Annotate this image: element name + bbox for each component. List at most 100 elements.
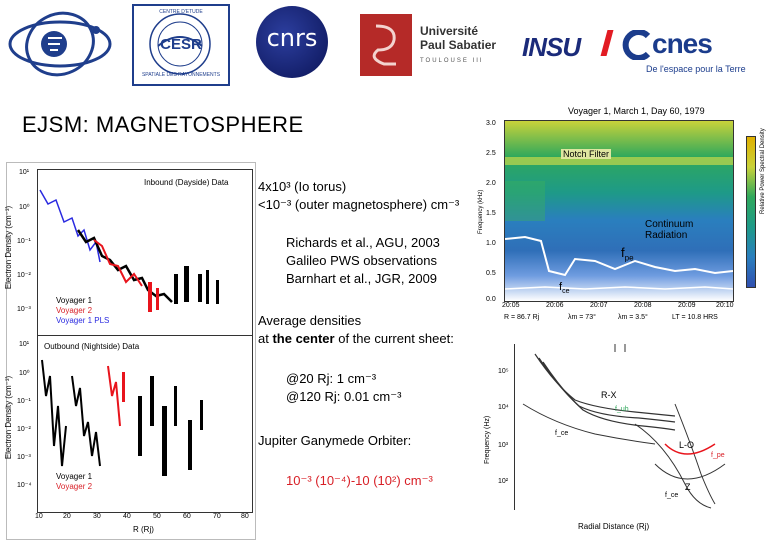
outbound-title: Outbound (Nightside) Data (44, 342, 140, 351)
density-20rj: @20 Rj: 1 cm⁻³ (286, 371, 377, 386)
legend-voyager2-top: Voyager 2 (56, 306, 93, 315)
spec-ytick-0: 3.0 (486, 120, 496, 127)
spec-xtick-2: 20:07 (590, 302, 608, 309)
density-120rj: @120 Rj: 0.01 cm⁻³ (286, 389, 402, 404)
ytick-top-4: 10⁻³ (17, 306, 31, 313)
wave-ytick-1: 10⁴ (498, 404, 509, 411)
cesr-ring-top: CENTRE D'ETUDE (159, 9, 203, 15)
logo-bar: CENTRE D'ETUDE CESR SPATIALE DES RAYONNE… (0, 0, 780, 92)
spectrogram-panel: Voyager 1, March 1, Day 60, 1979 Notch F… (478, 104, 778, 330)
cesr-text: CESR (160, 36, 202, 53)
continuum-label: Continuum Radiation (645, 219, 694, 241)
ytick-top-3: 10⁻² (17, 272, 31, 279)
fce-wave-label: f_ce (555, 430, 569, 437)
fce2-label: f_ce (665, 492, 679, 499)
ytick-top-1: 10⁰ (19, 204, 30, 211)
wave-ytick-0: 10⁵ (498, 368, 509, 375)
ytick-bottom-0: 10¹ (19, 341, 30, 348)
wave-ytick-2: 10³ (498, 442, 509, 449)
fce-sub: ce (562, 288, 570, 296)
rx-label: R-X (601, 390, 617, 400)
spectrogram-image: Notch Filter Continuum Radiation fpe fce (504, 120, 734, 302)
xtick-2: 30 (93, 513, 101, 520)
insu-logo: INSU (522, 32, 581, 62)
density-ylabel-top: Electron Density (cm⁻³) (4, 205, 14, 290)
notch-filter-label: Notch Filter (561, 149, 612, 159)
density-io-text: 4x10³ (Io torus) (258, 179, 347, 194)
jgo-density: 10⁻³ (10⁻⁴)-10 (10²) cm⁻³ (286, 473, 433, 488)
inbound-title: Inbound (Dayside) Data (144, 178, 229, 187)
ytick-bottom-4: 10⁻³ (17, 454, 31, 461)
xtick-1: 20 (63, 513, 71, 520)
fpe-sub: pe (624, 253, 634, 263)
avg-densities-heading: Average densities (258, 313, 362, 328)
wave-plot-panel: R-X f_uh f_ce L-O f_pe Z f_ce 10⁵ 10⁴ 10… (484, 336, 778, 538)
density-outer-text: <10⁻³ (outer magnetosphere) cm⁻³ (258, 197, 460, 212)
spec-footer-lam2: λm = 3.5° (618, 314, 648, 321)
spec-ytick-2: 2.0 (486, 180, 496, 187)
ytick-top-2: 10⁻¹ (17, 238, 31, 245)
fpe-label: fpe (621, 245, 634, 263)
cnes-tagline: De l'espace pour la Terre (646, 64, 746, 74)
xtick-4: 50 (153, 513, 161, 520)
spec-xtick-0: 20:05 (502, 302, 520, 309)
density-plot-top: Inbound (Dayside) Data Voyager 1 Voyager… (37, 169, 253, 337)
legend-voyager1-bottom: Voyager 1 (56, 472, 93, 481)
spec-ylabel: Frequency (kHz) (478, 189, 484, 234)
fce-label: fce (559, 281, 569, 295)
density-ylabel-bottom: Electron Density (cm⁻³) (4, 375, 14, 460)
ref-richards: Richards et al., AGU, 2003 (286, 235, 440, 250)
xtick-7: 80 (241, 513, 249, 520)
xtick-5: 60 (183, 513, 191, 520)
spec-ytick-5: 0.5 (486, 270, 496, 277)
cnes-logo: cnes (652, 28, 713, 59)
ups-line1: Université (420, 24, 479, 38)
spec-xtick-4: 20:09 (678, 302, 696, 309)
insu-accent (600, 30, 614, 56)
ref-barnhart: Barnhart et al., JGR, 2009 (286, 271, 438, 286)
ytick-bottom-3: 10⁻² (17, 426, 31, 433)
z-label: Z (685, 482, 691, 492)
ups-text-block: Université Paul Sabatier TOULOUSE III (414, 14, 510, 76)
density-plot-bottom: Outbound (Nightside) Data Voyager 1 Voya… (37, 335, 253, 513)
wave-ytick-3: 10² (498, 478, 509, 485)
fuh-label: f_uh (615, 406, 629, 413)
cesr-ring-bottom: SPATIALE DES RAYONNEMENTS (141, 72, 221, 78)
spec-xtick-3: 20:08 (634, 302, 652, 309)
cesr-logo: CENTRE D'ETUDE CESR SPATIALE DES RAYONNE… (132, 4, 230, 86)
xtick-0: 10 (35, 513, 43, 520)
legend-voyager1-pls: Voyager 1 PLS (56, 316, 110, 325)
ups-emblem (360, 14, 412, 76)
avg-densities-line2: at the center of the current sheet: (258, 330, 454, 348)
spec-xtick-5: 20:10 (716, 302, 734, 309)
spec-ytick-1: 2.5 (486, 150, 496, 157)
spec-ytick-3: 1.5 (486, 210, 496, 217)
spec-ytick-6: 0.0 (486, 296, 496, 303)
cnes-swoosh-icon (622, 30, 651, 60)
ups-line2: Paul Sabatier (420, 38, 497, 52)
spec-footer-lt: LT = 10.8 HRS (672, 314, 718, 321)
xtick-3: 40 (123, 513, 131, 520)
density-xlabel: R (Rj) (133, 525, 154, 534)
ytick-top-0: 10¹ (19, 169, 30, 176)
cnrs-text: cnrs (266, 24, 318, 52)
slide-title: EJSM: MAGNETOSPHERE (22, 112, 304, 137)
avg-line2-pre: at (258, 331, 273, 346)
ytick-bottom-5: 10⁻⁴ (17, 482, 32, 489)
spec-footer-r: R = 86.7 Rj (504, 314, 540, 321)
avg-line2-bold: the center (272, 331, 335, 346)
ytick-bottom-2: 10⁻¹ (17, 398, 31, 405)
fce-f: f (559, 281, 563, 293)
xtick-6: 70 (213, 513, 221, 520)
ups-line3: TOULOUSE III (420, 58, 484, 64)
spec-footer-lam1: λm = 73° (568, 314, 596, 321)
wave-plot-area: R-X f_uh f_ce L-O f_pe Z f_ce (514, 344, 739, 510)
lo-label: L-O (679, 440, 695, 450)
legend-voyager1-top: Voyager 1 (56, 296, 93, 305)
ytick-bottom-1: 10⁰ (19, 370, 30, 377)
wave-xlabel: Radial Distance (Rj) (578, 522, 650, 531)
fpe-wave-label: f_pe (711, 452, 725, 459)
wave-ylabel: Frequency (Hz) (484, 415, 491, 464)
cnrs-logo: cnrs (256, 6, 328, 78)
irap-logo (8, 11, 112, 77)
